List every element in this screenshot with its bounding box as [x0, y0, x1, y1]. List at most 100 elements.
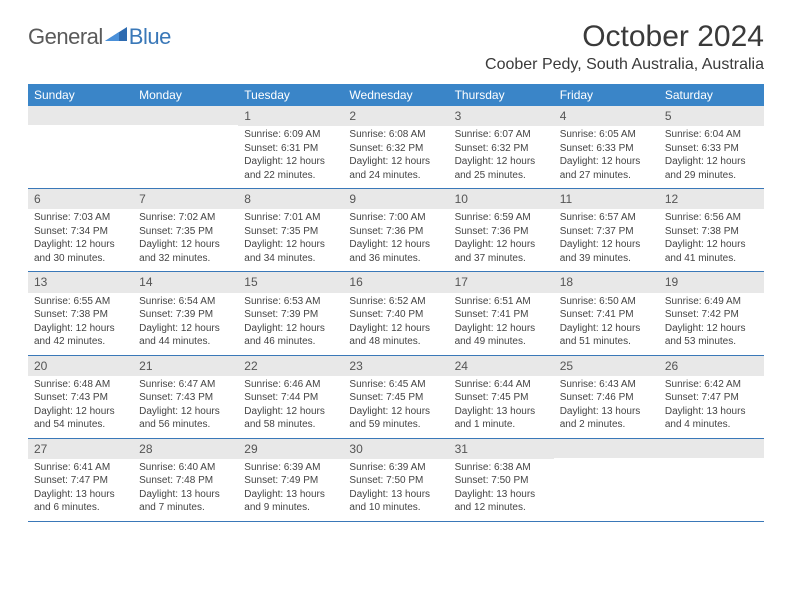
daylight-line: Daylight: 12 hours and 36 minutes.: [349, 238, 442, 265]
sunrise-line: Sunrise: 6:04 AM: [665, 128, 758, 142]
day-details: Sunrise: 6:08 AMSunset: 6:32 PMDaylight:…: [343, 126, 448, 188]
day-details: Sunrise: 6:42 AMSunset: 7:47 PMDaylight:…: [659, 376, 764, 438]
sunset-line: Sunset: 7:39 PM: [244, 308, 337, 322]
day-number: 26: [659, 356, 764, 376]
calendar-cell: 12Sunrise: 6:56 AMSunset: 7:38 PMDayligh…: [659, 189, 764, 271]
sunset-line: Sunset: 7:35 PM: [244, 225, 337, 239]
sunrise-line: Sunrise: 6:47 AM: [139, 378, 232, 392]
sunrise-line: Sunrise: 6:43 AM: [560, 378, 653, 392]
calendar-cell: 7Sunrise: 7:02 AMSunset: 7:35 PMDaylight…: [133, 189, 238, 271]
daylight-line: Daylight: 13 hours and 9 minutes.: [244, 488, 337, 515]
calendar-grid: SundayMondayTuesdayWednesdayThursdayFrid…: [28, 84, 764, 522]
day-number: 12: [659, 189, 764, 209]
daylight-line: Daylight: 12 hours and 30 minutes.: [34, 238, 127, 265]
calendar-cell: 1Sunrise: 6:09 AMSunset: 6:31 PMDaylight…: [238, 106, 343, 188]
day-number: 28: [133, 439, 238, 459]
calendar-cell-empty: [28, 106, 133, 188]
sunset-line: Sunset: 7:38 PM: [34, 308, 127, 322]
sunset-line: Sunset: 7:43 PM: [139, 391, 232, 405]
daylight-line: Daylight: 12 hours and 22 minutes.: [244, 155, 337, 182]
sunset-line: Sunset: 6:32 PM: [455, 142, 548, 156]
day-details: Sunrise: 6:53 AMSunset: 7:39 PMDaylight:…: [238, 293, 343, 355]
day-details: Sunrise: 6:48 AMSunset: 7:43 PMDaylight:…: [28, 376, 133, 438]
day-details: Sunrise: 6:49 AMSunset: 7:42 PMDaylight:…: [659, 293, 764, 355]
sunrise-line: Sunrise: 6:59 AM: [455, 211, 548, 225]
calendar-cell: 21 Sunrise: 6:47 AMSunset: 7:43 PMDayligh…: [133, 356, 238, 438]
calendar-cell-empty: [659, 439, 764, 521]
sunset-line: Sunset: 7:36 PM: [455, 225, 548, 239]
calendar-cell: 20Sunrise: 6:48 AMSunset: 7:43 PMDayligh…: [28, 356, 133, 438]
day-number: 8: [238, 189, 343, 209]
sunset-line: Sunset: 7:41 PM: [560, 308, 653, 322]
calendar-cell: 19Sunrise: 6:49 AMSunset: 7:42 PMDayligh…: [659, 272, 764, 354]
month-title: October 2024: [485, 20, 764, 54]
sunrise-line: Sunrise: 6:53 AM: [244, 295, 337, 309]
day-details: Sunrise: 7:01 AMSunset: 7:35 PMDaylight:…: [238, 209, 343, 271]
calendar-week: 27Sunrise: 6:41 AMSunset: 7:47 PMDayligh…: [28, 439, 764, 522]
sunrise-line: Sunrise: 7:02 AM: [139, 211, 232, 225]
sunset-line: Sunset: 7:42 PM: [665, 308, 758, 322]
sunset-line: Sunset: 7:44 PM: [244, 391, 337, 405]
day-header: Wednesday: [343, 84, 448, 106]
sunrise-line: Sunrise: 6:09 AM: [244, 128, 337, 142]
sunset-line: Sunset: 7:41 PM: [455, 308, 548, 322]
daylight-line: Daylight: 12 hours and 56 minutes.: [139, 405, 232, 432]
daylight-line: Daylight: 12 hours and 54 minutes.: [34, 405, 127, 432]
calendar-cell-empty: [554, 439, 659, 521]
daylight-line: Daylight: 12 hours and 24 minutes.: [349, 155, 442, 182]
day-details: Sunrise: 6:55 AMSunset: 7:38 PMDaylight:…: [28, 293, 133, 355]
daylight-line: Daylight: 13 hours and 7 minutes.: [139, 488, 232, 515]
sunset-line: Sunset: 7:45 PM: [349, 391, 442, 405]
sunrise-line: Sunrise: 7:01 AM: [244, 211, 337, 225]
daylight-line: Daylight: 12 hours and 42 minutes.: [34, 322, 127, 349]
day-details: Sunrise: 6:07 AMSunset: 6:32 PMDaylight:…: [449, 126, 554, 188]
daylight-line: Daylight: 12 hours and 25 minutes.: [455, 155, 548, 182]
day-number: 13: [28, 272, 133, 292]
day-number: 25: [554, 356, 659, 376]
day-details: Sunrise: 7:00 AMSunset: 7:36 PMDaylight:…: [343, 209, 448, 271]
sunset-line: Sunset: 7:46 PM: [560, 391, 653, 405]
calendar-cell: 18Sunrise: 6:50 AMSunset: 7:41 PMDayligh…: [554, 272, 659, 354]
sunset-line: Sunset: 7:48 PM: [139, 474, 232, 488]
sunrise-line: Sunrise: 7:03 AM: [34, 211, 127, 225]
daylight-line: Daylight: 13 hours and 6 minutes.: [34, 488, 127, 515]
day-details: Sunrise: 6:41 AMSunset: 7:47 PMDaylight:…: [28, 459, 133, 521]
page-header: General Blue October 2024 Coober Pedy, S…: [28, 20, 764, 74]
day-number: 16: [343, 272, 448, 292]
daylight-line: Daylight: 12 hours and 58 minutes.: [244, 405, 337, 432]
daylight-line: Daylight: 13 hours and 10 minutes.: [349, 488, 442, 515]
brand-logo: General Blue: [28, 20, 171, 50]
calendar-cell: 6Sunrise: 7:03 AMSunset: 7:34 PMDaylight…: [28, 189, 133, 271]
day-number: 24: [449, 356, 554, 376]
day-number: 3: [449, 106, 554, 126]
day-details: Sunrise: 6:51 AMSunset: 7:41 PMDaylight:…: [449, 293, 554, 355]
sunrise-line: Sunrise: 6:39 AM: [349, 461, 442, 475]
sunrise-line: Sunrise: 6:40 AM: [139, 461, 232, 475]
daylight-line: Daylight: 12 hours and 44 minutes.: [139, 322, 232, 349]
daylight-line: Daylight: 12 hours and 53 minutes.: [665, 322, 758, 349]
day-details: [133, 125, 238, 183]
day-number: 30: [343, 439, 448, 459]
calendar-week: 20Sunrise: 6:48 AMSunset: 7:43 PMDayligh…: [28, 356, 764, 439]
day-number: [133, 106, 238, 125]
day-number: 23: [343, 356, 448, 376]
sunset-line: Sunset: 7:37 PM: [560, 225, 653, 239]
daylight-line: Daylight: 12 hours and 51 minutes.: [560, 322, 653, 349]
day-details: Sunrise: 6:50 AMSunset: 7:41 PMDaylight:…: [554, 293, 659, 355]
daylight-line: Daylight: 13 hours and 12 minutes.: [455, 488, 548, 515]
day-details: Sunrise: 6:44 AMSunset: 7:45 PMDaylight:…: [449, 376, 554, 438]
daylight-line: Daylight: 12 hours and 59 minutes.: [349, 405, 442, 432]
sunrise-line: Sunrise: 6:56 AM: [665, 211, 758, 225]
day-number: 18: [554, 272, 659, 292]
calendar-cell: 17Sunrise: 6:51 AMSunset: 7:41 PMDayligh…: [449, 272, 554, 354]
sunset-line: Sunset: 6:32 PM: [349, 142, 442, 156]
calendar-week: 1Sunrise: 6:09 AMSunset: 6:31 PMDaylight…: [28, 106, 764, 189]
day-header: Friday: [554, 84, 659, 106]
day-number: 4: [554, 106, 659, 126]
day-details: Sunrise: 7:03 AMSunset: 7:34 PMDaylight:…: [28, 209, 133, 271]
day-number: 21: [133, 356, 238, 376]
sunset-line: Sunset: 6:31 PM: [244, 142, 337, 156]
sunset-line: Sunset: 7:40 PM: [349, 308, 442, 322]
day-details: [554, 458, 659, 516]
day-details: Sunrise: 6:09 AMSunset: 6:31 PMDaylight:…: [238, 126, 343, 188]
